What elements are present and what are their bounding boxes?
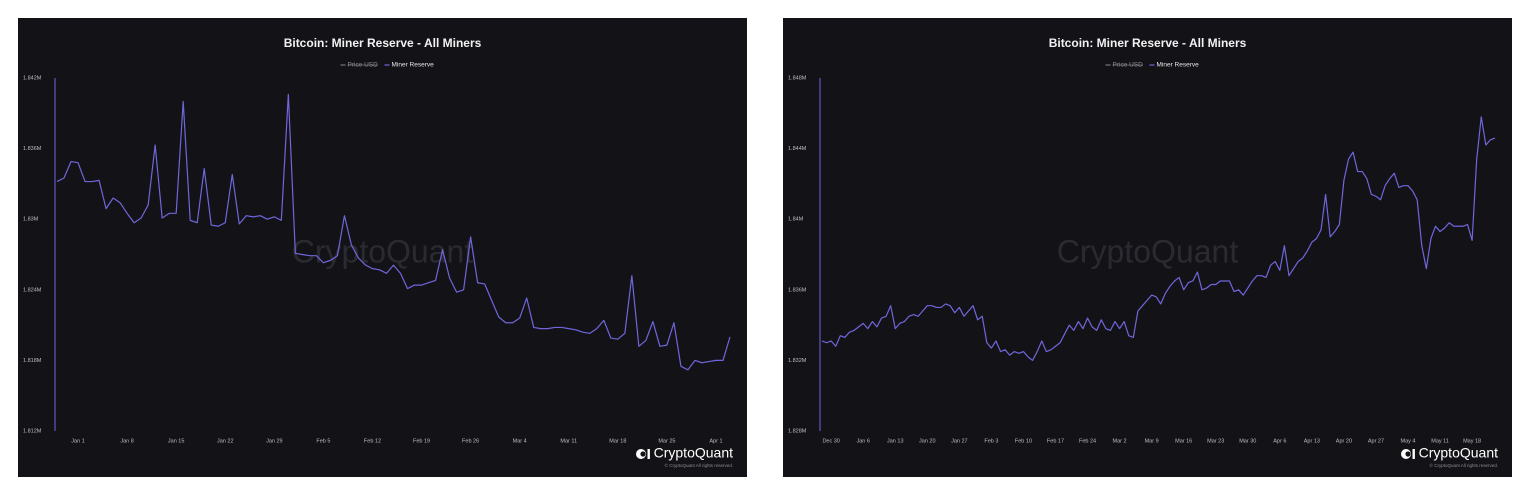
- x-tick-label: Mar 16: [1175, 438, 1192, 444]
- y-tick-label: 1.818M: [23, 358, 42, 364]
- y-tick-label: 1.824M: [23, 287, 42, 293]
- x-tick-label: Feb 26: [462, 438, 479, 444]
- x-tick-label: Mar 30: [1239, 438, 1256, 444]
- x-tick-label: Mar 25: [658, 438, 675, 444]
- x-tick-label: Mar 18: [609, 438, 626, 444]
- x-tick-label: Apr 6: [1273, 438, 1286, 444]
- y-tick-label: 1.832M: [788, 358, 807, 364]
- x-tick-label: May 4: [1401, 438, 1416, 444]
- x-tick-label: Feb 5: [316, 438, 330, 444]
- x-tick-label: Apr 20: [1336, 438, 1352, 444]
- panel-background: [783, 18, 1512, 477]
- copyright: © CryptoQuant All rights reserved.: [665, 462, 733, 468]
- legend-label: Price USD: [348, 62, 379, 69]
- brand-logo-cut: [1405, 451, 1411, 457]
- data-line: [821, 116, 1496, 361]
- x-tick-label: Mar 23: [1207, 438, 1224, 444]
- chart-panel: CryptoQuant Bitcoin: Miner Reserve - All …: [783, 18, 1512, 477]
- x-tick-label: Dec 30: [822, 438, 839, 444]
- y-tick-label: 1.84M: [788, 217, 804, 223]
- brand-name: CryptoQuant: [654, 445, 733, 461]
- legend-label: Miner Reserve: [392, 62, 435, 69]
- x-tick-label: May 18: [1463, 438, 1481, 444]
- x-tick-label: Apr 27: [1368, 438, 1384, 444]
- chart-title: Bitcoin: Miner Reserve - All Miners: [1049, 36, 1247, 50]
- brand-logo-cut: [640, 451, 646, 457]
- y-tick-label: 1.83M: [23, 217, 39, 223]
- x-tick-label: Mar 2: [1113, 438, 1127, 444]
- y-tick-label: 1.836M: [788, 287, 807, 293]
- x-tick-label: Jan 29: [266, 438, 283, 444]
- x-tick-label: Feb 10: [1015, 438, 1032, 444]
- y-tick-label: 1.836M: [23, 146, 42, 152]
- x-tick-label: May 11: [1431, 438, 1449, 444]
- x-tick-label: Feb 17: [1047, 438, 1064, 444]
- x-tick-label: Jan 20: [919, 438, 936, 444]
- x-tick-label: Feb 12: [364, 438, 381, 444]
- x-tick-label: Jan 8: [120, 438, 133, 444]
- x-tick-label: Mar 9: [1145, 438, 1159, 444]
- copyright: © CryptoQuant All rights reserved.: [1430, 462, 1498, 468]
- x-tick-label: Feb 3: [984, 438, 998, 444]
- x-tick-label: Mar 4: [513, 438, 527, 444]
- brand-logo-bar: [1412, 449, 1415, 459]
- x-tick-label: Feb 24: [1079, 438, 1096, 444]
- x-tick-label: Jan 1: [71, 438, 84, 444]
- x-tick-label: Apr 1: [709, 438, 722, 444]
- legend-label: Price USD: [1113, 62, 1144, 69]
- brand-logo-bar: [647, 449, 650, 459]
- legend-label: Miner Reserve: [1157, 62, 1200, 69]
- x-tick-label: Apr 13: [1304, 438, 1320, 444]
- chart-panel: CryptoQuant Bitcoin: Miner Reserve - All …: [18, 18, 747, 477]
- y-tick-label: 1.842M: [23, 75, 42, 81]
- y-tick-label: 1.844M: [788, 146, 807, 152]
- x-tick-label: Mar 11: [560, 438, 577, 444]
- x-tick-label: Jan 6: [856, 438, 869, 444]
- panel-background: [18, 18, 747, 477]
- data-line: [56, 93, 731, 371]
- watermark: CryptoQuant: [1057, 233, 1239, 269]
- x-tick-label: Jan 22: [217, 438, 234, 444]
- y-tick-label: 1.848M: [788, 75, 807, 81]
- y-tick-label: 1.812M: [23, 428, 42, 434]
- chart-title: Bitcoin: Miner Reserve - All Miners: [284, 36, 482, 50]
- y-tick-label: 1.828M: [788, 428, 807, 434]
- x-tick-label: Jan 13: [887, 438, 904, 444]
- x-tick-label: Jan 27: [951, 438, 968, 444]
- x-tick-label: Feb 19: [413, 438, 430, 444]
- brand-name: CryptoQuant: [1419, 445, 1498, 461]
- x-tick-label: Jan 15: [168, 438, 185, 444]
